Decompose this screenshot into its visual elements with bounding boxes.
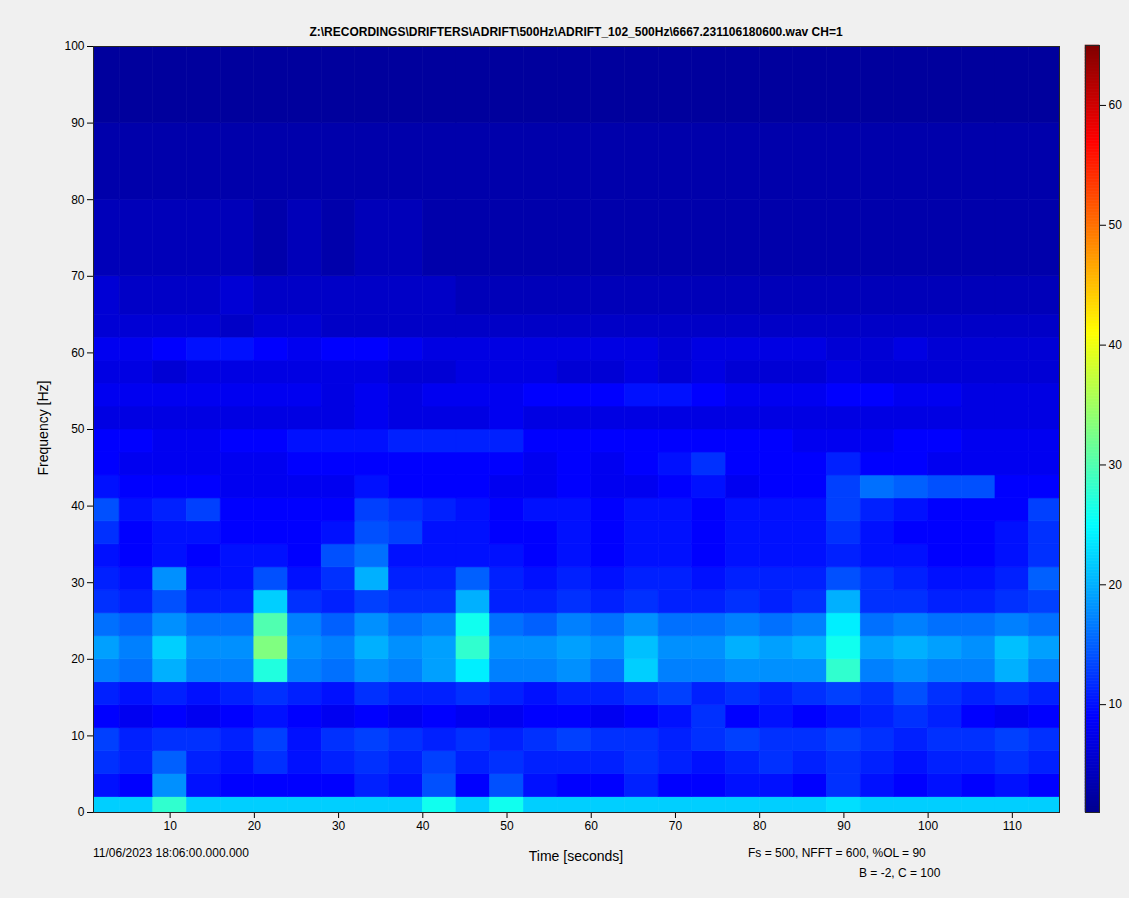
html-text:B = -2, C = 100: B = -2, C = 100 <box>859 866 941 880</box>
html-text:Z:\RECORDINGS\DRIFTERS\ADRIFT\: Z:\RECORDINGS\DRIFTERS\ADRIFT\500Hz\ADRI… <box>309 25 843 39</box>
svg-text:40: 40 <box>71 499 85 513</box>
svg-text:60: 60 <box>585 819 599 833</box>
svg-text:0: 0 <box>78 805 85 819</box>
svg-text:70: 70 <box>71 269 85 283</box>
svg-text:80: 80 <box>71 193 85 207</box>
svg-text:30: 30 <box>332 819 346 833</box>
svg-text:20: 20 <box>71 652 85 666</box>
svg-text:20: 20 <box>248 819 262 833</box>
html-text:Time [seconds]: Time [seconds] <box>528 848 624 864</box>
svg-text:40: 40 <box>1109 338 1123 352</box>
svg-text:70: 70 <box>669 819 683 833</box>
svg-text:110: 110 <box>1003 819 1022 833</box>
svg-text:30: 30 <box>71 576 85 590</box>
svg-text:10: 10 <box>1109 697 1123 711</box>
svg-text:50: 50 <box>71 422 85 436</box>
svg-text:100: 100 <box>918 819 938 833</box>
html-text:11/06/2023 18:06:00.000.000: 11/06/2023 18:06:00.000.000 <box>93 846 249 860</box>
html-text:Fs = 500, NFFT = 600, %OL = 90: Fs = 500, NFFT = 600, %OL = 90 <box>748 846 926 860</box>
svg-text:10: 10 <box>163 819 177 833</box>
svg-text:60: 60 <box>71 346 85 360</box>
svg-text:20: 20 <box>1109 578 1123 592</box>
svg-text:90: 90 <box>837 819 851 833</box>
html-text:Frequency [Hz]: Frequency [Hz] <box>35 380 51 476</box>
svg-text:40: 40 <box>416 819 430 833</box>
svg-text:10: 10 <box>71 729 85 743</box>
svg-text:50: 50 <box>500 819 514 833</box>
svg-text:80: 80 <box>753 819 767 833</box>
svg-text:90: 90 <box>71 116 85 130</box>
svg-text:30: 30 <box>1109 458 1123 472</box>
svg-text:60: 60 <box>1109 98 1123 112</box>
svg-text:100: 100 <box>64 39 84 53</box>
svg-text:50: 50 <box>1109 218 1123 232</box>
